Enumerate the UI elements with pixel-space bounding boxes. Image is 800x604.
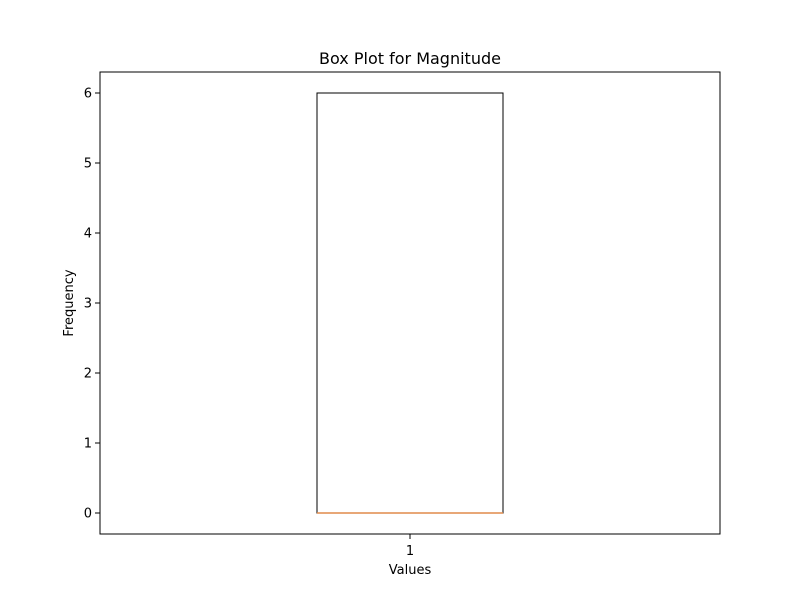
y-tick-label: 4 (84, 227, 92, 242)
y-axis: 0 1 2 3 4 5 6 (84, 87, 100, 522)
axes-frame (99, 71, 721, 535)
plot-area (316, 92, 504, 514)
y-tick-label: 2 (84, 367, 92, 382)
y-tick-label: 5 (84, 157, 92, 172)
y-tick-label: 1 (84, 437, 92, 452)
y-tick-label: 3 (84, 297, 92, 312)
y-axis-label: Frequency (62, 269, 77, 336)
chart-title: Box Plot for Magnitude (319, 49, 501, 68)
y-tick-label: 6 (84, 87, 92, 102)
x-axis: 1 (406, 534, 414, 559)
x-axis-label: Values (389, 563, 432, 578)
x-tick-label: 1 (406, 544, 414, 559)
box-body (316, 92, 504, 514)
y-tick-label: 0 (84, 507, 92, 522)
